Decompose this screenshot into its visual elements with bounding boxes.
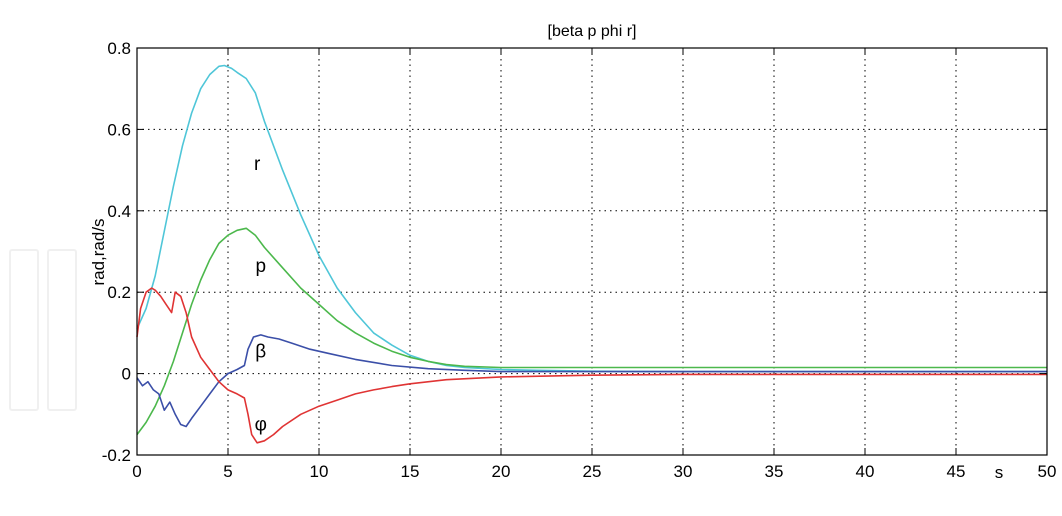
series-group [136, 64, 1047, 444]
curve-label: φ [255, 415, 267, 436]
y-tick-label: 0.6 [107, 120, 131, 139]
y-tick-label: 0 [122, 365, 131, 384]
series-line-β [136, 334, 1047, 428]
watermark [9, 249, 77, 411]
x-tick-label: 15 [401, 462, 420, 481]
grid [137, 48, 1047, 455]
curve-labels: r p β φ [254, 154, 267, 435]
y-tick-label: 0.2 [107, 283, 131, 302]
x-tick-label: 40 [856, 462, 875, 481]
y-tick-label: 0.4 [107, 202, 131, 221]
y-tick-label: 0.8 [107, 39, 131, 58]
plot-area: 0 5 10 15 20 25 30 35 40 45 50-0.200.20.40.60.8 rp… [102, 39, 1057, 481]
y-axis-label: rad,rad/s [89, 218, 108, 285]
series-line-φ [136, 287, 1047, 444]
x-tick-label: 50 [1038, 462, 1057, 481]
x-tick-label: 0 [132, 462, 141, 481]
curve-label: p [255, 256, 266, 277]
x-tick-label: 10 [310, 462, 329, 481]
x-tick-label: 20 [492, 462, 511, 481]
chart-title: [beta p phi r] [548, 23, 637, 40]
axis-ticks: 0 5 10 15 20 25 30 35 40 45 50-0.200.20.40.60.8 [102, 39, 1057, 481]
x-axis-label: s [995, 463, 1004, 482]
y-tick-label: -0.2 [102, 446, 131, 465]
series-line-r [136, 64, 1047, 373]
curve-label: β [255, 341, 266, 362]
x-tick-label: 5 [223, 462, 232, 481]
x-tick-label: 25 [583, 462, 602, 481]
x-tick-label: 45 [947, 462, 966, 481]
curve-label: r [254, 154, 261, 175]
x-tick-label: 35 [765, 462, 784, 481]
x-tick-label: 30 [674, 462, 693, 481]
